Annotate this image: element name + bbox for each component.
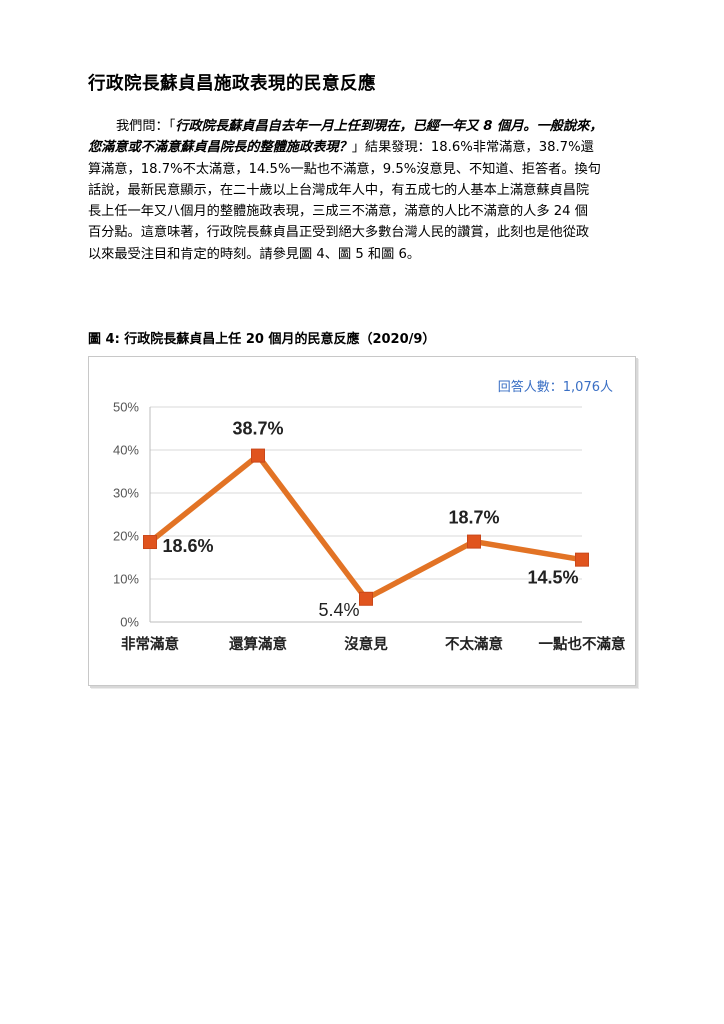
data-label: 5.4% xyxy=(318,600,359,620)
survey-question: 行政院長蘇貞昌自去年一月上任到現在，已經一年又 8 個月。一般說來， xyxy=(175,119,603,134)
data-point-marker xyxy=(575,552,589,567)
body-paragraph: 我們問：「行政院長蘇貞昌自去年一月上任到現在，已經一年又 8 個月。一般說來， … xyxy=(88,116,648,265)
paragraph-line: 算滿意，18.7%不太滿意，14.5%一點也不滿意，9.5%沒意見、不知道、拒答… xyxy=(88,161,601,177)
y-tick-label: 10% xyxy=(113,572,139,587)
line-chart-frame: 0% 10% 20% 30% 40% 50% 非常滿意 還算滿意 沒意見 不太滿意 一點也不滿意 18… xyxy=(88,356,636,686)
paragraph-line: 長上任一年又八個月的整體施政表現，三成三不滿意，滿意的人比不滿意的人多 24 個 xyxy=(88,204,588,220)
y-tick-label: 20% xyxy=(113,529,139,544)
y-tick-label: 0% xyxy=(120,615,139,630)
paragraph-line: 百分點。這意味著，行政院長蘇貞昌正受到絕大多數台灣人民的讚賞，此刻也是他從政 xyxy=(88,225,590,241)
x-tick-label: 不太滿意 xyxy=(445,635,503,653)
figure-caption: 圖 4: 行政院長蘇貞昌上任 20 個月的民意反應（2020/9） xyxy=(88,332,436,347)
paragraph-text: 」結果發現：18.6%非常滿意，38.7%還 xyxy=(351,140,594,156)
y-tick-label: 50% xyxy=(113,400,139,415)
page-heading: 行政院長蘇貞昌施政表現的民意反應 xyxy=(88,74,376,94)
data-point-marker xyxy=(359,591,373,606)
x-tick-label: 非常滿意 xyxy=(121,635,179,653)
x-tick-label: 沒意見 xyxy=(344,635,388,653)
x-tick-label: 還算滿意 xyxy=(229,635,287,653)
paragraph-line: 話說，最新民意顯示，在二十歲以上台灣成年人中，有五成七的人基本上滿意蘇貞昌院 xyxy=(88,182,590,198)
data-label: 18.7% xyxy=(448,508,499,528)
line-chart: 0% 10% 20% 30% 40% 50% 非常滿意 還算滿意 沒意見 不太滿意 一點也不滿意 18… xyxy=(113,400,626,654)
x-tick-label: 一點也不滿意 xyxy=(539,635,626,653)
survey-question: 您滿意或不滿意蘇貞昌院長的整體施政表現？ xyxy=(88,140,352,156)
paragraph-lead: 我們問：「 xyxy=(116,119,176,134)
data-label: 14.5% xyxy=(527,568,578,588)
paragraph-line: 以來最受注目和肯定的時刻。請參見圖 4、圖 5 和圖 6。 xyxy=(88,246,421,262)
data-point-marker xyxy=(143,535,157,550)
y-tick-label: 30% xyxy=(113,486,139,501)
paragraph-line: 我們問：「行政院長蘇貞昌自去年一月上任到現在，已經一年又 8 個月。一般說來， xyxy=(88,116,648,137)
data-point-marker xyxy=(251,448,265,463)
series-line xyxy=(148,452,583,602)
data-label: 18.6% xyxy=(162,536,213,556)
respondents-note: 回答人數：1,076人 xyxy=(497,380,613,395)
data-point-marker xyxy=(467,534,481,549)
y-tick-label: 40% xyxy=(113,443,139,458)
paragraph-line: 您滿意或不滿意蘇貞昌院長的整體施政表現？」結果發現：18.6%非常滿意，38.7… xyxy=(88,137,648,158)
data-label: 38.7% xyxy=(232,419,283,439)
